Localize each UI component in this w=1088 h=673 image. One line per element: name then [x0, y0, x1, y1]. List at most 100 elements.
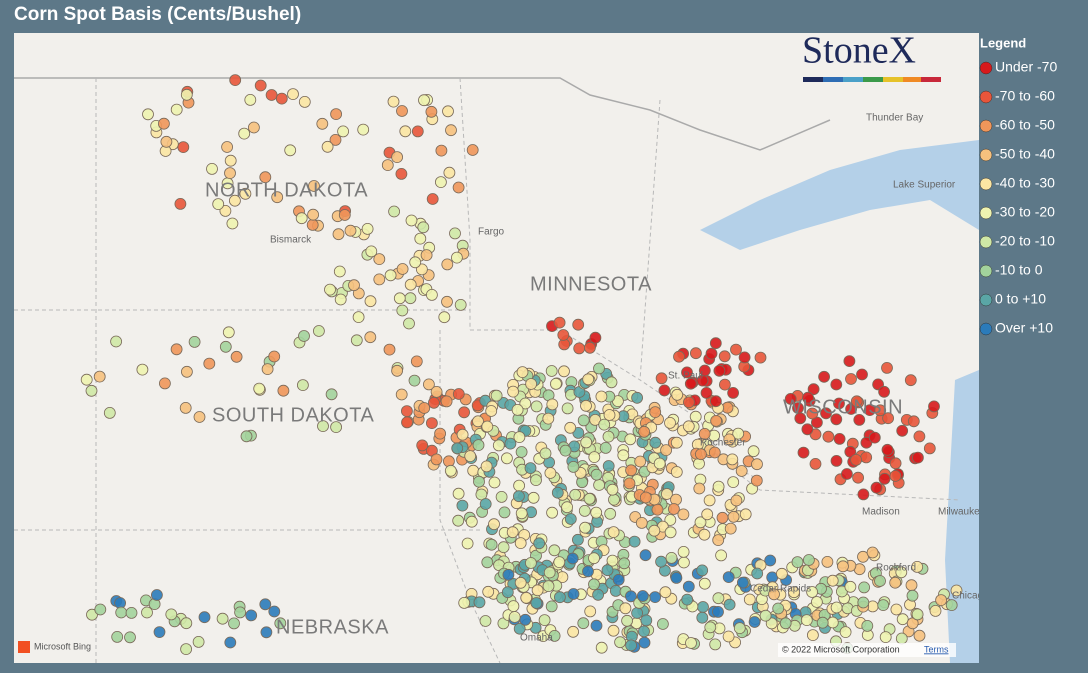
location-marker — [653, 457, 666, 470]
location-marker — [239, 187, 252, 200]
place-label: Rochester — [700, 438, 746, 449]
location-marker — [391, 151, 404, 164]
location-marker — [409, 256, 422, 269]
legend-swatch — [979, 148, 993, 162]
location-marker — [577, 414, 590, 427]
location-marker — [515, 446, 528, 458]
location-marker — [844, 445, 857, 458]
location-marker — [590, 619, 603, 632]
location-marker — [277, 384, 290, 397]
location-marker — [913, 430, 926, 443]
location-marker — [677, 508, 690, 521]
location-marker — [833, 432, 846, 445]
location-marker — [593, 362, 605, 375]
location-marker — [427, 396, 440, 409]
location-marker — [350, 334, 363, 347]
location-marker — [268, 350, 281, 363]
location-marker — [520, 591, 533, 604]
place-label: St. Paul — [668, 371, 703, 382]
location-marker — [608, 493, 620, 506]
location-marker — [730, 494, 743, 507]
location-marker — [801, 423, 814, 436]
location-marker — [103, 406, 116, 419]
location-marker — [86, 608, 98, 621]
location-marker — [329, 133, 342, 146]
legend: Under -70 -70 to -60 -60 to -50 -50 to -40 -… — [979, 59, 1057, 336]
location-marker — [708, 446, 721, 459]
location-marker — [712, 534, 725, 546]
location-marker — [658, 384, 671, 397]
location-marker — [93, 370, 106, 383]
location-marker — [332, 228, 345, 241]
location-marker — [216, 612, 229, 625]
location-marker — [391, 364, 404, 377]
place-label: Bismarck — [270, 235, 312, 246]
location-marker — [396, 105, 408, 117]
legend-label: -70 to -60 — [995, 88, 1055, 104]
location-marker — [247, 121, 260, 134]
location-marker — [733, 622, 746, 634]
location-marker — [500, 452, 513, 465]
location-marker — [244, 94, 257, 106]
location-marker — [519, 613, 532, 626]
location-marker — [259, 598, 272, 611]
location-marker — [226, 217, 239, 230]
location-marker — [811, 596, 823, 608]
location-marker — [508, 611, 521, 623]
location-marker — [452, 181, 465, 194]
location-marker — [583, 492, 596, 505]
location-marker — [497, 541, 510, 554]
location-marker — [712, 592, 725, 605]
location-marker — [605, 376, 618, 389]
location-marker — [464, 450, 477, 463]
location-marker — [456, 428, 469, 441]
legend-swatch — [979, 264, 993, 278]
location-marker — [590, 468, 603, 481]
location-marker — [881, 443, 894, 456]
location-marker — [826, 574, 839, 587]
location-marker — [719, 378, 731, 391]
location-marker — [344, 224, 357, 237]
location-marker — [408, 374, 421, 387]
location-marker — [324, 283, 336, 296]
location-marker — [929, 605, 942, 617]
location-marker — [606, 554, 619, 567]
location-marker — [525, 378, 537, 390]
location-marker — [405, 214, 418, 227]
location-marker — [387, 95, 400, 108]
location-marker — [150, 589, 163, 601]
location-marker — [212, 198, 225, 211]
location-marker — [607, 526, 620, 538]
location-marker — [618, 557, 631, 570]
location-marker — [224, 154, 237, 167]
location-marker — [816, 616, 829, 629]
location-marker — [511, 403, 524, 416]
provider-icon — [18, 641, 30, 653]
location-marker — [593, 479, 605, 491]
location-marker — [177, 141, 190, 154]
location-marker — [261, 363, 274, 376]
location-marker — [822, 430, 835, 443]
location-marker — [877, 599, 890, 611]
location-marker — [878, 385, 890, 398]
location-marker — [384, 269, 397, 282]
location-marker — [561, 501, 573, 514]
location-marker — [905, 579, 918, 592]
location-marker — [651, 503, 664, 516]
location-marker — [395, 388, 408, 401]
location-marker — [602, 430, 615, 443]
location-marker — [193, 411, 206, 423]
location-marker — [274, 617, 287, 630]
location-marker — [553, 556, 566, 568]
location-marker — [710, 414, 722, 427]
legend-label: -60 to -50 — [995, 117, 1055, 133]
location-marker — [490, 389, 503, 402]
legend-title: Legend — [980, 35, 1026, 50]
location-marker — [907, 415, 920, 428]
terms-link[interactable]: Terms — [924, 644, 949, 654]
map: NORTH DAKOTA SOUTH DAKOTA MINNESOTA WISC… — [14, 33, 979, 663]
location-marker — [502, 568, 515, 581]
location-marker — [444, 464, 457, 477]
location-marker — [238, 127, 251, 140]
location-marker — [180, 643, 193, 655]
